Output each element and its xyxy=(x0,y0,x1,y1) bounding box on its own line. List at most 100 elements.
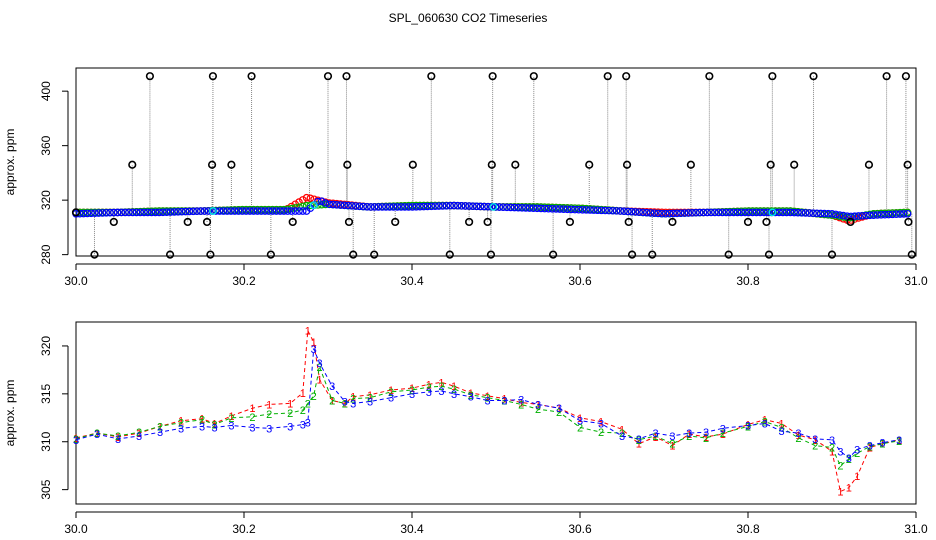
spike-point xyxy=(342,72,351,81)
series-3-point xyxy=(147,208,156,217)
series-3-marker: 3 xyxy=(212,422,218,434)
series-2-marker: 2 xyxy=(854,448,860,460)
series-2-marker: 2 xyxy=(199,415,205,427)
spike-point xyxy=(427,72,436,81)
spike-point xyxy=(627,250,637,259)
series-3-marker: 3 xyxy=(329,381,335,393)
spike-point xyxy=(686,160,695,169)
spike-point xyxy=(165,250,175,259)
series-3-point xyxy=(820,209,829,218)
series-3-point xyxy=(333,201,341,209)
series-3-point xyxy=(340,201,349,210)
series-2-marker: 2 xyxy=(556,407,562,419)
series-3-point xyxy=(91,209,99,217)
series-3-point xyxy=(605,206,613,215)
series-1-marker: 1 xyxy=(703,432,709,444)
spike-point xyxy=(762,217,771,227)
series-2-marker: 2 xyxy=(669,439,675,451)
series-3-point xyxy=(590,206,598,214)
series-2-marker: 2 xyxy=(636,435,642,447)
series-1-marker: 1 xyxy=(619,424,625,436)
series-2-point xyxy=(295,203,303,211)
series-3-point xyxy=(446,201,455,210)
series-3-point xyxy=(166,208,175,216)
series-2-marker: 2 xyxy=(115,431,121,443)
series-3-marker: 3 xyxy=(115,434,121,446)
series-3-point xyxy=(469,202,477,211)
series-3-point xyxy=(548,204,557,213)
series-3-point xyxy=(529,204,538,212)
series-3-point xyxy=(896,210,904,218)
spike-point xyxy=(323,72,333,81)
series-1-marker: 1 xyxy=(669,441,675,453)
top-scatter-panel: 30.0 30.2 30.4 30.6 30.8 31.0 280 320 360 400 appr… xyxy=(3,67,928,288)
series-3-marker: 3 xyxy=(653,428,659,440)
series-1-marker: 1 xyxy=(879,439,885,451)
series-3-marker: 3 xyxy=(350,398,356,410)
series-3-point xyxy=(435,202,443,210)
x-tick-label: 30.6 xyxy=(568,274,592,288)
spike-point xyxy=(901,72,911,81)
series-3-marker: 3 xyxy=(535,399,541,411)
series-3-point xyxy=(699,208,708,217)
series-3-point xyxy=(234,207,243,215)
series-3-point xyxy=(136,208,145,217)
series-3-point xyxy=(453,201,462,210)
series-1-marker: 1 xyxy=(409,383,415,395)
series-3-point xyxy=(831,210,840,219)
series-2-marker: 2 xyxy=(249,412,255,424)
series-3-point xyxy=(196,207,205,215)
series-3-point xyxy=(593,206,602,215)
series-3-point xyxy=(654,209,662,218)
series-3-point xyxy=(140,208,148,217)
series-1-point xyxy=(302,193,311,202)
series-3-marker: 3 xyxy=(556,403,562,415)
series-3-point xyxy=(733,208,742,217)
series-2-marker: 2 xyxy=(451,384,457,396)
series-2-marker: 2 xyxy=(795,433,801,445)
series-3-marker: 3 xyxy=(795,428,801,440)
series-1-marker: 1 xyxy=(426,379,432,391)
series-1-marker: 1 xyxy=(136,428,142,440)
series-3-point xyxy=(726,208,734,217)
gap-point xyxy=(489,202,498,211)
series-3-point xyxy=(779,208,787,217)
series-3-marker: 3 xyxy=(388,393,394,405)
series-1-marker: 1 xyxy=(577,413,583,425)
x-tick-label: 30.4 xyxy=(400,522,424,536)
series-2-marker: 2 xyxy=(837,461,843,473)
series-3-point xyxy=(144,208,152,217)
series-1-marker: 1 xyxy=(653,432,659,444)
series-3-point xyxy=(544,204,553,213)
series-3-point xyxy=(525,204,534,212)
series-3-point xyxy=(797,208,806,217)
series-1-marker: 1 xyxy=(317,374,323,386)
x-tick-label: 30.8 xyxy=(736,522,760,536)
series-3-point xyxy=(695,208,704,217)
series-1-marker: 1 xyxy=(846,483,852,495)
series-3-point xyxy=(707,208,715,217)
series-3-line xyxy=(75,348,900,459)
series-3-point xyxy=(748,208,757,217)
series-1-marker: 1 xyxy=(686,429,692,441)
spike-point xyxy=(128,160,137,169)
series-3-marker: 3 xyxy=(178,423,184,435)
series-3-point xyxy=(162,208,171,216)
series-3-point xyxy=(639,208,647,217)
spike-point xyxy=(465,217,474,227)
series-3-point xyxy=(877,211,885,219)
series-3-point xyxy=(200,207,209,215)
series-3-point xyxy=(676,209,685,218)
series-1-marker: 1 xyxy=(485,391,491,403)
series-3-point xyxy=(83,209,92,218)
series-3-point xyxy=(556,205,564,213)
spike-point xyxy=(109,217,118,227)
series-1-marker: 1 xyxy=(867,442,873,454)
series-3-point xyxy=(336,201,345,209)
series-3-point xyxy=(181,207,190,216)
series-3-marker: 3 xyxy=(305,418,311,430)
series-3-point xyxy=(729,208,738,217)
series-3-point xyxy=(246,207,254,215)
series-3-point xyxy=(121,208,129,217)
series-3-point xyxy=(843,212,851,221)
